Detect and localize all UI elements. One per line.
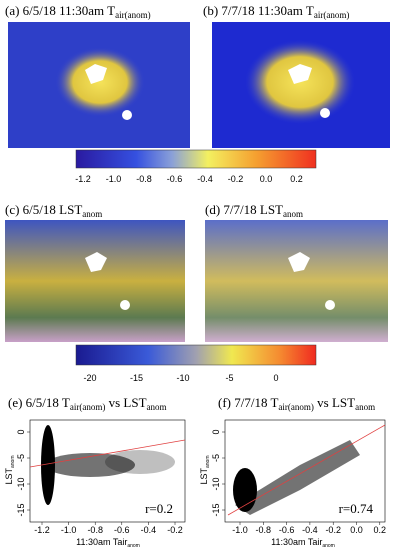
colorbar-tick: -0.2: [228, 174, 244, 184]
y-tick-label: -5: [211, 454, 221, 462]
map-c: [5, 220, 185, 342]
title-part: vs LST: [314, 395, 355, 410]
subscript: anom: [283, 209, 303, 219]
panel-title: (e) 6/5/18 Tair(anom) vs LSTanom: [8, 395, 167, 412]
panel-title: (c) 6/5/18 LSTanom: [5, 202, 102, 219]
correlation: r=0.2: [145, 501, 173, 516]
title-part: (e) 6/5/18 T: [8, 395, 70, 410]
y-tick-label: -10: [16, 477, 26, 490]
correlation: r=0.74: [339, 501, 374, 516]
x-tick-label: 0.2: [374, 525, 387, 535]
title-part: (f) 7/7/18 T: [218, 395, 278, 410]
y-tick-label: -5: [16, 454, 26, 462]
colorbar-tick: -0.8: [136, 174, 152, 184]
x-tick-label: -0.6: [279, 525, 295, 535]
x-tick-label: -0.8: [87, 525, 103, 535]
map-d: [205, 220, 388, 342]
colorbar-tick: -1.2: [75, 174, 91, 184]
panel-title: (f) 7/7/18 Tair(anom) vs LSTanom: [218, 395, 375, 412]
colorbar-tick: -1.0: [106, 174, 122, 184]
subscript: anom: [205, 455, 211, 468]
label-part: LST: [4, 468, 14, 485]
title-part: (b) 7/7/18 11:30am T: [203, 3, 314, 18]
x-tick-label: -0.8: [256, 525, 272, 535]
colorbar-tick: 0.2: [290, 174, 303, 184]
colorbar-tick: -15: [130, 373, 143, 383]
x-tick-label: -0.2: [167, 525, 183, 535]
subscript: anom: [355, 402, 375, 412]
y-tick-label: -10: [211, 477, 221, 490]
subscript: air(anom): [314, 10, 349, 20]
panel-title: (d) 7/7/18 LSTanom: [205, 202, 303, 219]
colorbar-tick: -5: [225, 373, 233, 383]
x-tick-label: -1.2: [34, 525, 50, 535]
x-tick-label: -0.4: [302, 525, 318, 535]
title-part: (a) 6/5/18 11:30am T: [5, 3, 115, 18]
subscript: anom: [147, 402, 167, 412]
title-part: vs LST: [105, 395, 146, 410]
label-part: 11:30am Tair: [271, 537, 322, 547]
colorbar-tick: 0: [273, 373, 278, 383]
x-tick-label: -1.0: [232, 525, 248, 535]
label-part: LST: [199, 468, 209, 485]
y-tick-label: -15: [16, 503, 26, 516]
colorbar: [75, 344, 317, 366]
colorbar-tick: -20: [83, 373, 96, 383]
subscript: air(anom): [115, 10, 150, 20]
x-tick-label: -0.6: [114, 525, 130, 535]
colorbar: [75, 149, 317, 169]
x-axis-label: 11:30am Tairanom: [76, 537, 140, 549]
panel-title: (a) 6/5/18 11:30am Tair(anom): [5, 3, 151, 20]
x-tick-label: -1.0: [61, 525, 77, 535]
y-tick-label: 0: [16, 429, 26, 434]
subscript: air(anom): [278, 402, 313, 412]
maps: [5, 22, 390, 366]
x-tick-label: -0.2: [325, 525, 341, 535]
subscript: anom: [10, 455, 16, 468]
y-axis-label: LSTanom: [199, 455, 211, 484]
subscript: anom: [127, 543, 140, 549]
colorbar-tick: -0.4: [197, 174, 213, 184]
colorbar-tick: 0.0: [260, 174, 273, 184]
panel-title: (b) 7/7/18 11:30am Tair(anom): [203, 3, 349, 20]
subscript: air(anom): [70, 402, 105, 412]
colorbar-tick: -10: [176, 373, 189, 383]
title-part: (d) 7/7/18 LST: [205, 202, 283, 217]
colorbar-tick: -0.6: [167, 174, 183, 184]
subscript: anom: [322, 543, 335, 549]
y-tick-label: 0: [211, 429, 221, 434]
label-part: 11:30am Tair: [76, 537, 127, 547]
x-tick-label: -0.4: [141, 525, 157, 535]
subscript: anom: [82, 209, 102, 219]
x-tick-label: 0.0: [350, 525, 363, 535]
scatter-clouds: [29, 419, 386, 523]
title-part: (c) 6/5/18 LST: [5, 202, 82, 217]
x-axis-label: 11:30am Tairanom: [271, 537, 335, 549]
y-axis-label: LSTanom: [4, 455, 16, 484]
y-tick-label: -15: [211, 503, 221, 516]
